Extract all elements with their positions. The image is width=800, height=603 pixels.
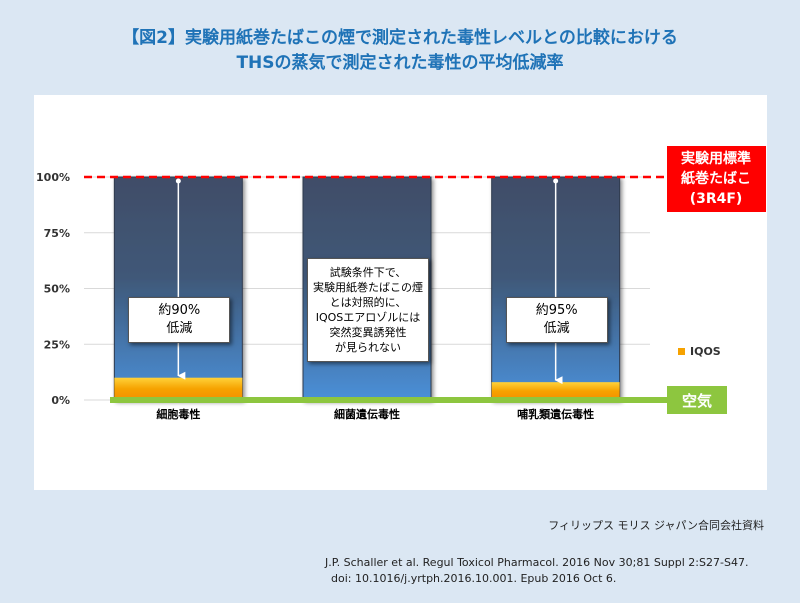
title-line-1: 【図2】実験用紙巻たばこの煙で測定された毒性レベルとの比較における [122,28,678,48]
reduction-callout: 約90% 低減 [128,297,231,343]
air-label: 空気 [682,392,712,410]
callout-line: 低減 [543,321,570,336]
reference-label-line: 実験用標準 [681,150,751,167]
citation: J.P. Schaller et al. Regul Toxicol Pharm… [325,555,748,587]
air-label-box [667,386,727,414]
callout-line: 試験条件下で、 [329,266,407,279]
iqos-bar [114,377,243,400]
reference-label-line: (3R4F) [690,191,743,207]
chart-title: 【図2】実験用紙巻たばこの煙で測定された毒性レベルとの比較における THSの蒸気… [0,26,800,76]
callout-line: 突然変異誘発性 [329,326,407,339]
citation-line-2: doi: 10.1016/j.yrtph.2016.10.001. Epub 2… [331,572,617,585]
x-tick-label: 細菌遺伝毒性 [334,407,400,421]
legend-label: IQOS [690,345,721,358]
x-tick-label: 哺乳類遺伝毒性 [517,407,594,421]
callout-line: IQOSエアロゾルには [315,311,421,324]
reference-label-box [667,146,766,212]
citation-line-1: J.P. Schaller et al. Regul Toxicol Pharm… [325,556,749,569]
callout-line: 低減 [166,321,193,336]
iqos-bar [491,382,620,400]
y-tick-label: 50% [44,283,70,296]
source-credit: フィリップス モリス ジャパン合同会社資料 [548,519,764,532]
callout-line: が見られない [335,341,401,354]
callout-line: 約95% [535,303,578,318]
y-tick-label: 0% [51,394,70,407]
reference-label-line: 紙巻たばこ [681,170,751,187]
title-line-2: THSの蒸気で測定された毒性の平均低減率 [236,53,564,73]
y-tick-label: 25% [44,338,70,351]
y-tick-label: 75% [44,227,70,240]
no-mutagenicity-callout: 試験条件下で、実験用紙巻たばこの煙 とは対照的に、 IQOSエアロゾルには 突然変異誘… [307,258,429,362]
reduction-callout: 約95% 低減 [505,297,608,343]
y-tick-label: 100% [36,171,70,184]
callout-line: とは対照的に、 [329,296,407,309]
arrow-origin [175,178,181,184]
x-tick-label: 細胞毒性 [156,407,200,421]
arrow-origin [553,178,559,184]
callout-line: 約90% [158,303,201,318]
legend-swatch [678,348,685,355]
callout-line: 実験用紙巻たばこの煙 [313,281,423,294]
